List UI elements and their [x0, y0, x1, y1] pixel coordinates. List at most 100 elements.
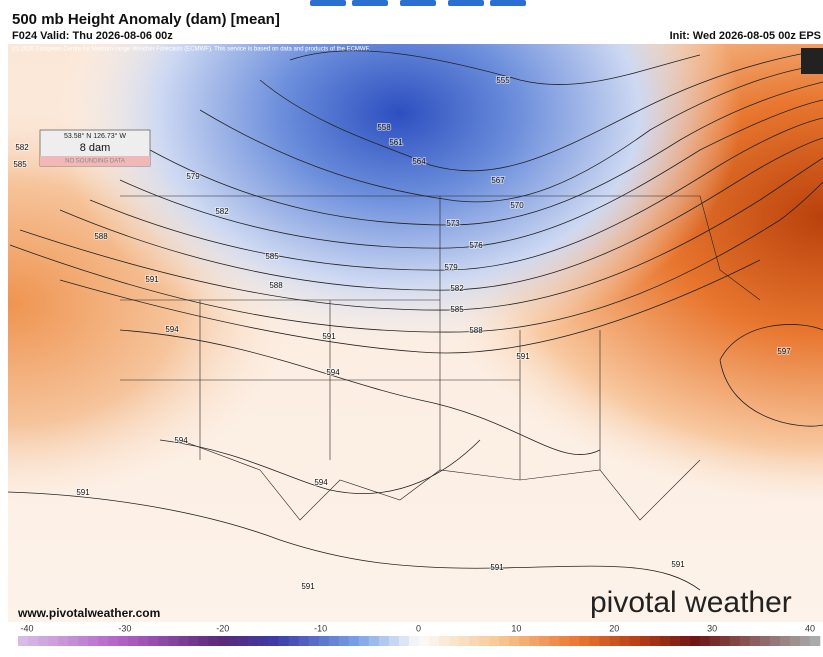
- colorbar-cell: [358, 636, 370, 646]
- colorbar-cell: [208, 636, 219, 646]
- map: 555 558 561 564 567 570 573 576 579 582 585 588 591 5…: [7, 44, 823, 622]
- share-button[interactable]: [801, 48, 823, 74]
- contour-label: 561: [389, 138, 403, 147]
- contour-label: 591: [490, 563, 504, 572]
- colorbar-cell: [689, 636, 700, 646]
- colorbar-tick-label: -10: [314, 623, 327, 633]
- colorbar-cell: [739, 636, 751, 646]
- contour-label: 582: [450, 284, 464, 293]
- colorbar-cell: [258, 636, 269, 646]
- colorbar-tick-label: -40: [20, 623, 33, 633]
- contour-label: 555: [496, 76, 510, 85]
- contour-label: 588: [469, 326, 483, 335]
- colorbar-cell: [58, 636, 69, 646]
- colorbar-cell: [78, 636, 89, 646]
- colorbar-cell: [609, 636, 620, 646]
- colorbar-cell: [719, 636, 731, 646]
- toolbar-button[interactable]: [400, 0, 436, 6]
- colorbar-cell: [459, 636, 470, 646]
- colorbar-cell: [228, 636, 239, 646]
- colorbar-cell: [759, 636, 771, 646]
- colorbar-cell: [68, 636, 79, 646]
- colorbar-cell: [88, 636, 99, 646]
- colorbar-tick-label: -30: [118, 623, 131, 633]
- colorbar-cell: [38, 636, 49, 646]
- probe-note-bg: [40, 156, 150, 166]
- copyright: (c) 2026 European Centre for Medium-rang…: [12, 47, 371, 53]
- contour-label: 591: [301, 582, 315, 591]
- toolbar-button[interactable]: [352, 0, 388, 6]
- contour-label: 582: [15, 143, 29, 152]
- colorbar-tick-label: 40: [805, 623, 815, 633]
- toolbar-button[interactable]: [310, 0, 346, 6]
- contour-label: 594: [165, 325, 179, 334]
- colorbar-cell: [128, 636, 139, 646]
- colorbar-cell: [589, 636, 600, 646]
- contour-label: 576: [469, 241, 483, 250]
- colorbar-cell: [659, 636, 670, 646]
- contour-label: 579: [186, 172, 200, 181]
- colorbar-cell: [439, 636, 450, 646]
- colorbar-cell: [138, 636, 149, 646]
- title: 500 mb Height Anomaly (dam) [mean]: [12, 11, 280, 28]
- colorbar-cell: [338, 636, 350, 646]
- colorbar-cell: [669, 636, 680, 646]
- probe-box: 53.58° N 126.73° W 8 dam NO SOUNDING DAT…: [39, 129, 151, 167]
- colorbar-cell: [799, 636, 811, 646]
- toolbar-button[interactable]: [490, 0, 526, 6]
- colorbar-cell: [419, 636, 430, 646]
- colorbar-cell: [579, 636, 590, 646]
- contour-label: 594: [326, 368, 340, 377]
- colorbar-cell: [629, 636, 640, 646]
- colorbar-cell: [529, 636, 540, 646]
- colorbar-cell: [148, 636, 159, 646]
- colorbar-tick-label: 0: [416, 623, 421, 633]
- colorbar-cell: [729, 636, 741, 646]
- colorbar-cell: [238, 636, 249, 646]
- contour-label: 570: [510, 201, 524, 210]
- colorbar-tick-label: 20: [609, 623, 619, 633]
- colorbar-cell: [278, 636, 289, 646]
- colorbar-cell: [789, 636, 801, 646]
- contour-label: 567: [491, 176, 505, 185]
- colorbar-cell: [168, 636, 179, 646]
- colorbar-cell: [539, 636, 550, 646]
- colorbar: -40 -30 -20 -10 0 10 20 30 40: [18, 623, 821, 646]
- colorbar-cell: [298, 636, 310, 646]
- probe-location: 53.58° N 126.73° W: [64, 132, 126, 140]
- contour-label: 591: [145, 275, 159, 284]
- contour-label: 591: [671, 560, 685, 569]
- boundaries: [120, 195, 761, 521]
- colorbar-cell: [699, 636, 711, 646]
- colorbar-cell: [388, 636, 400, 646]
- colorbar-cell: [489, 636, 500, 646]
- colorbar-cell: [198, 636, 209, 646]
- colorbar-cell: [679, 636, 690, 646]
- colorbar-cell: [779, 636, 791, 646]
- contour-label: 591: [76, 488, 90, 497]
- colorbar-cell: [98, 636, 109, 646]
- colorbar-cell: [769, 636, 781, 646]
- contour-label: 579: [444, 263, 458, 272]
- toolbar-button[interactable]: [448, 0, 484, 6]
- colorbar-cell: [288, 636, 299, 646]
- contour-label: 564: [412, 157, 426, 166]
- colorbar-tick-label: 10: [511, 623, 521, 633]
- colorbar-cell: [118, 636, 129, 646]
- colorbar-cell: [709, 636, 721, 646]
- colorbar-cell: [378, 636, 390, 646]
- colorbar-cell: [28, 636, 39, 646]
- contour-labels: 555 558 561 564 567 570 573 576 579 582 585 588 591 5…: [12, 75, 792, 592]
- colorbar-cell: [268, 636, 279, 646]
- logo: pivotal weather: [590, 586, 792, 619]
- colorbar-cell: [479, 636, 490, 646]
- colorbar-cell: [519, 636, 530, 646]
- colorbar-cell: [559, 636, 570, 646]
- contour-label: 558: [377, 123, 391, 132]
- colorbar-cell: [809, 636, 821, 646]
- colorbar-cell: [178, 636, 189, 646]
- contour-label: 585: [450, 305, 464, 314]
- colorbar-cell: [469, 636, 480, 646]
